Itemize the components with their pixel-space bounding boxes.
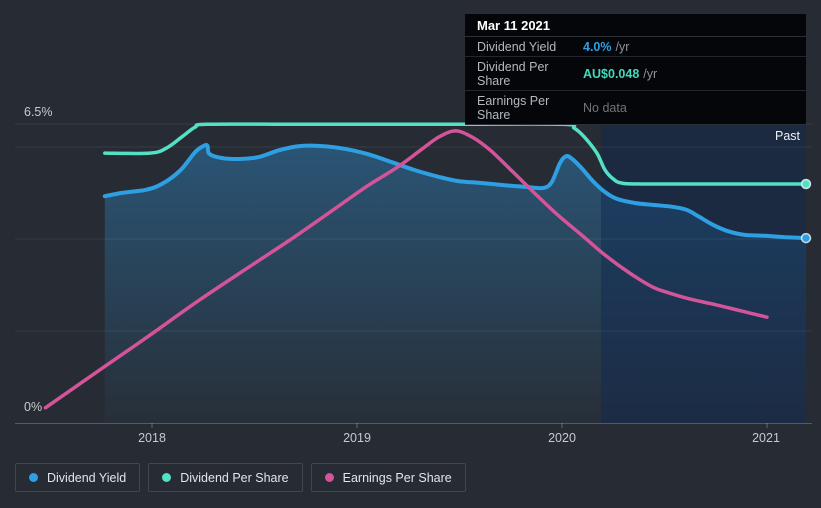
x-axis-label-2020: 2020 bbox=[548, 431, 576, 445]
x-axis-label-2018: 2018 bbox=[138, 431, 166, 445]
tooltip-value: AU$0.048 bbox=[583, 67, 640, 81]
tooltip-date: Mar 11 2021 bbox=[465, 14, 806, 37]
dividend-yield-end-dot[interactable] bbox=[800, 232, 812, 244]
legend-item-dividend-yield[interactable]: Dividend Yield bbox=[15, 463, 141, 492]
tooltip: Mar 11 2021 Dividend Yield 4.0% /yr Divi… bbox=[465, 14, 806, 125]
legend: Dividend Yield Dividend Per Share Earnin… bbox=[15, 463, 466, 492]
dividend-per-share-end-dot[interactable] bbox=[800, 178, 812, 190]
x-axis-label-2019: 2019 bbox=[343, 431, 371, 445]
tooltip-value: No data bbox=[583, 101, 627, 115]
legend-item-dividend-per-share[interactable]: Dividend Per Share bbox=[148, 463, 303, 492]
tooltip-value-suffix: /yr bbox=[643, 67, 658, 81]
tooltip-label: Dividend Per Share bbox=[477, 60, 549, 88]
dividend-yield-line bbox=[102, 142, 808, 241]
tooltip-row-earnings-per-share: Earnings Per Share No data bbox=[465, 91, 806, 125]
legend-item-label: Dividend Yield bbox=[47, 470, 127, 485]
y-axis-zero-label: 0% bbox=[24, 400, 43, 414]
tooltip-label: Earnings Per Share bbox=[477, 94, 550, 122]
earnings-per-share-color-dot bbox=[324, 473, 334, 482]
tooltip-row-dividend-per-share: Dividend Per Share AU$0.048 /yr bbox=[465, 57, 806, 91]
tooltip-label: Dividend Yield bbox=[477, 40, 557, 54]
tooltip-value-suffix: /yr bbox=[615, 40, 630, 54]
earnings-per-share-line bbox=[43, 129, 769, 410]
x-axis-label-2021: 2021 bbox=[752, 431, 780, 445]
past-highlight-band bbox=[601, 125, 806, 423]
dividend-yield-color-dot bbox=[29, 473, 38, 482]
tooltip-row-dividend-yield: Dividend Yield 4.0% /yr bbox=[465, 37, 806, 57]
y-axis-max-label: 6.5% bbox=[24, 105, 53, 119]
legend-item-label: Earnings Per Share bbox=[342, 470, 452, 485]
past-region-label: Past bbox=[774, 129, 800, 143]
dividend-per-share-color-dot bbox=[162, 473, 172, 482]
legend-item-earnings-per-share[interactable]: Earnings Per Share bbox=[310, 463, 466, 492]
tooltip-value: 4.0% bbox=[583, 40, 612, 54]
dividend-yield-area-fill bbox=[104, 144, 807, 423]
legend-item-label: Dividend Per Share bbox=[180, 470, 289, 485]
